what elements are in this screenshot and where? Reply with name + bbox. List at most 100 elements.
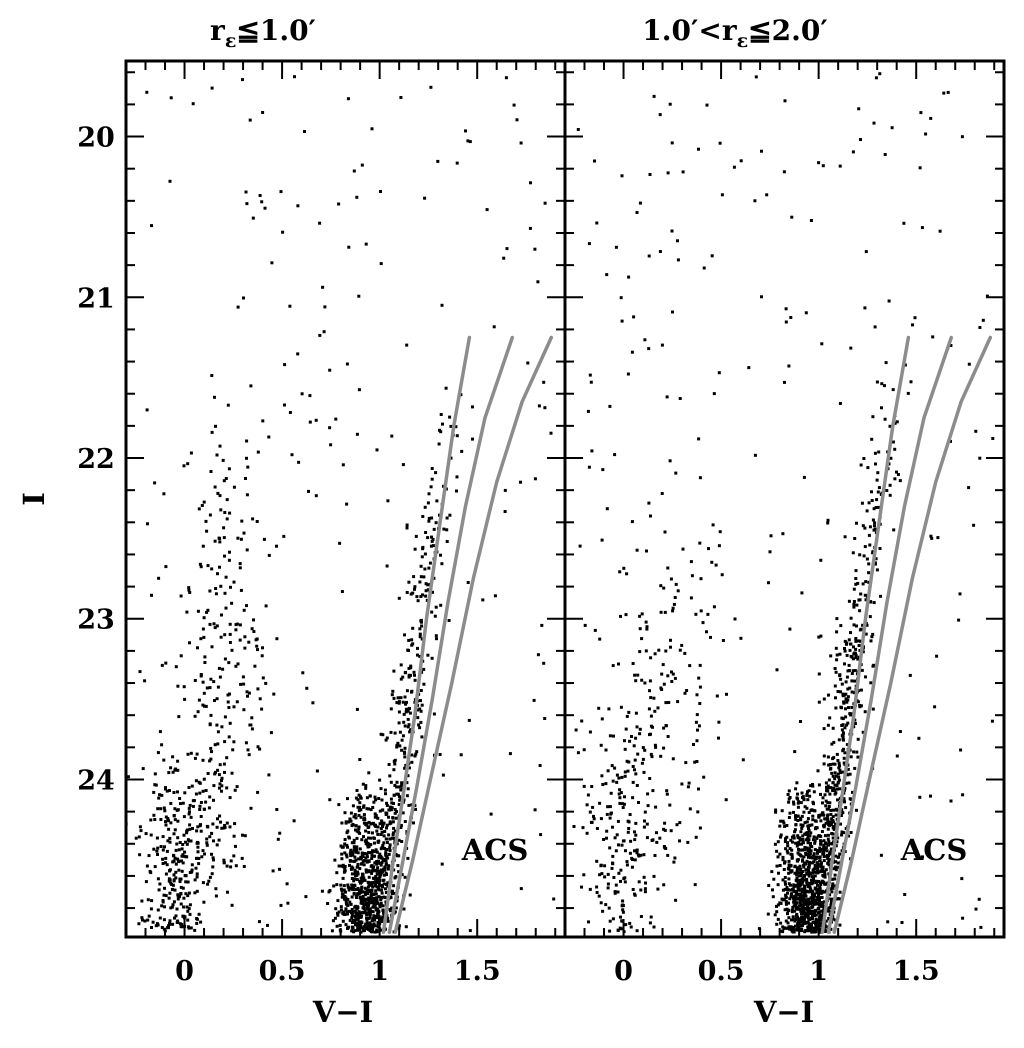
data-point [258,920,261,924]
data-point [162,492,166,496]
data-point [249,384,253,388]
data-point [768,550,772,554]
data-point [782,821,786,825]
data-point [645,627,649,631]
data-point [368,915,372,919]
data-point [245,456,248,460]
data-point [822,843,826,847]
data-point [800,842,803,846]
data-point [416,646,419,650]
data-point [803,821,807,825]
data-point [810,930,814,933]
data-point [420,735,424,739]
right-ticks [564,61,1004,937]
data-point [160,926,164,929]
data-point [364,784,368,788]
data-point [405,689,409,693]
data-point [355,707,359,711]
data-point [209,677,213,681]
data-point [787,789,791,793]
data-point [372,901,376,905]
data-point [409,664,413,668]
data-point [815,865,818,869]
data-point [492,325,496,329]
data-point [611,825,614,829]
data-point [351,853,355,857]
data-point [197,780,201,784]
data-point [906,391,910,395]
data-point [831,882,835,886]
data-point [582,748,586,752]
data-point [654,745,658,749]
data-point [714,563,718,567]
data-point [182,815,186,819]
data-point [165,863,169,867]
data-point [378,822,382,826]
data-point [371,806,375,809]
data-point [605,812,609,816]
data-point [827,823,831,827]
data-point [368,851,372,854]
data-point [355,789,359,792]
data-point [189,451,193,455]
data-point [212,798,215,802]
data-point [686,785,690,789]
data-point [701,621,705,625]
data-point [771,888,774,892]
data-point [395,854,399,858]
data-point [468,140,472,144]
data-point [249,806,253,810]
data-point [290,453,294,457]
data-point [216,685,220,689]
data-point [777,871,780,875]
data-point [694,835,698,839]
data-point [403,746,407,750]
data-point [422,682,426,686]
data-point [354,850,358,854]
data-point [406,787,410,791]
data-point [648,777,652,780]
data-point [686,840,690,844]
data-point [785,907,789,911]
data-point [202,900,206,904]
data-point [154,924,158,928]
data-point [350,908,354,911]
data-point [234,628,238,632]
data-point [172,879,176,883]
data-point [863,593,867,597]
data-point [611,917,615,921]
data-point [184,892,188,896]
data-point [352,919,355,922]
data-point [797,842,801,846]
data-point [355,878,359,881]
data-point [369,894,373,898]
data-point [308,420,312,424]
data-point [824,919,828,923]
data-point [350,872,354,876]
data-point [634,833,638,837]
data-point [695,760,699,763]
data-point [829,852,833,856]
data-point [304,895,308,899]
data-point [838,652,842,656]
y-tick-label: 22 [77,444,115,475]
data-point [220,826,224,830]
data-point [361,782,365,786]
data-point [826,801,830,805]
data-point [632,744,636,748]
data-point [427,519,431,523]
data-point [239,588,243,592]
data-point [785,824,789,827]
data-point [376,866,380,870]
data-point [784,902,788,906]
data-point [356,887,360,890]
data-point [342,888,346,892]
data-point [355,836,359,840]
data-point [238,562,242,566]
data-point [519,887,523,891]
data-point [209,470,213,473]
data-point [859,592,863,596]
data-point [241,833,244,837]
data-point [161,899,165,902]
